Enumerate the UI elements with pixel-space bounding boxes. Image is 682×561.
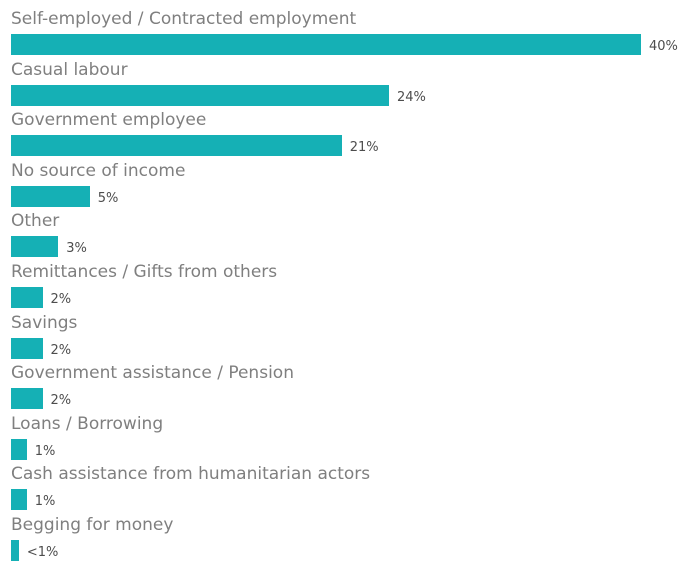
value-label: 24%	[397, 89, 426, 105]
bar	[11, 84, 389, 106]
value-label: 1%	[34, 443, 56, 459]
category-label: Cash assistance from humanitarian actors	[11, 464, 371, 485]
value-label: <1%	[26, 545, 59, 560]
bar	[11, 135, 342, 157]
category-label: Loans / Borrowing	[11, 413, 164, 434]
category-label: No source of income	[11, 160, 186, 181]
bar	[11, 489, 27, 511]
bar	[11, 540, 19, 561]
bar	[11, 185, 90, 207]
value-label: 2%	[50, 292, 72, 307]
category-label: Remittances / Gifts from others	[11, 262, 278, 282]
bar	[11, 34, 641, 55]
bar	[11, 236, 59, 258]
category-label: Other	[11, 211, 60, 232]
bar	[11, 287, 43, 308]
category-label: Self-employed / Contracted employment	[11, 9, 357, 29]
category-label: Begging for money	[11, 515, 174, 535]
value-label: 3%	[66, 241, 87, 257]
value-label: 1%	[34, 494, 56, 510]
category-label: Casual labour	[11, 59, 128, 80]
bar	[11, 337, 43, 359]
value-label: 2%	[50, 393, 72, 409]
bar	[11, 438, 27, 460]
category-label: Savings	[11, 312, 78, 333]
value-label: 40%	[649, 39, 678, 54]
value-label: 5%	[97, 190, 119, 206]
value-label: 21%	[349, 140, 379, 156]
category-label: Government assistance / Pension	[11, 363, 294, 384]
bar	[11, 388, 43, 410]
category-label: Government employee	[11, 110, 207, 131]
value-label: 2%	[50, 342, 72, 358]
